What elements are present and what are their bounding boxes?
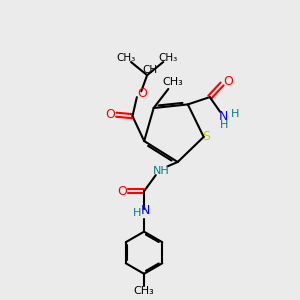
Text: CH₃: CH₃ <box>116 53 136 63</box>
Text: CH₃: CH₃ <box>134 286 154 296</box>
Text: NH: NH <box>153 166 170 176</box>
Text: CH₃: CH₃ <box>162 77 183 87</box>
Text: H: H <box>220 120 229 130</box>
Text: H: H <box>230 109 239 119</box>
Text: H: H <box>133 208 141 218</box>
Text: O: O <box>105 108 115 121</box>
Text: CH: CH <box>142 65 157 75</box>
Text: O: O <box>137 87 147 100</box>
Text: S: S <box>202 130 211 143</box>
Text: N: N <box>141 204 150 217</box>
Text: N: N <box>219 110 228 123</box>
Text: CH₃: CH₃ <box>159 53 178 63</box>
Text: O: O <box>223 74 233 88</box>
Text: O: O <box>117 185 127 198</box>
